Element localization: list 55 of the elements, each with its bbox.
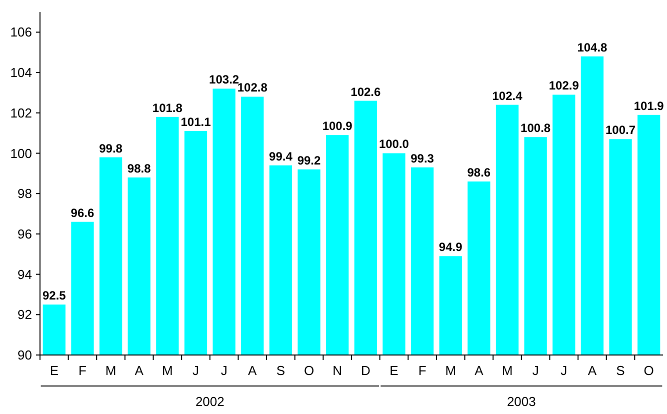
data-label: 99.3 xyxy=(410,151,434,166)
data-label: 102.8 xyxy=(237,80,268,95)
y-tick-label: 100 xyxy=(10,146,32,161)
x-tick-label: M xyxy=(162,363,173,378)
x-tick-label: E xyxy=(390,363,399,378)
x-tick-label: J xyxy=(220,363,228,378)
x-tick-label: S xyxy=(276,363,286,378)
y-tick-label: 90 xyxy=(18,348,32,363)
x-tick-label: J xyxy=(560,363,568,378)
data-label: 96.6 xyxy=(70,206,94,220)
data-label: 100.0 xyxy=(378,137,410,152)
data-label: 92.5 xyxy=(42,288,66,303)
data-label: 101.1 xyxy=(180,115,212,130)
data-label: 98.6 xyxy=(467,165,491,180)
x-tick-label: O xyxy=(644,363,654,378)
x-tick-label: A xyxy=(588,363,597,378)
x-tick-label: N xyxy=(332,363,342,378)
data-label: 94.9 xyxy=(438,240,463,254)
x-tick-label: J xyxy=(192,363,199,378)
x-tick-label: F xyxy=(78,363,86,378)
data-label: 98.8 xyxy=(127,161,152,176)
y-tick-label: 92 xyxy=(18,307,32,322)
x-tick-label: M xyxy=(445,363,456,378)
text: 2003 xyxy=(506,394,536,409)
x-tick-label: M xyxy=(502,363,513,378)
x-tick-label: M xyxy=(105,363,116,378)
y-tick-label: 96 xyxy=(18,226,32,242)
data-label: 102.6 xyxy=(350,84,381,99)
x-tick-label: E xyxy=(50,363,59,378)
data-label: 100.7 xyxy=(606,123,636,138)
x-tick-label: A xyxy=(248,363,258,378)
x-tick-label: O xyxy=(304,363,314,378)
data-label: 102.9 xyxy=(548,78,580,93)
data-label: 101.8 xyxy=(152,100,183,115)
x-tick-label: J xyxy=(532,363,539,378)
y-tick-label: 94 xyxy=(18,266,32,282)
data-label: 100.9 xyxy=(322,119,353,134)
text: 2002 xyxy=(195,394,224,409)
data-label: 100.8 xyxy=(520,121,551,136)
x-tick-label: D xyxy=(360,363,370,378)
y-tick-label: 98 xyxy=(18,186,32,202)
data-label: 101.9 xyxy=(634,98,664,113)
y-tick-label: 106 xyxy=(10,24,32,40)
x-tick-label: S xyxy=(616,363,626,378)
x-tick-label: A xyxy=(134,363,144,378)
data-label: 104.8 xyxy=(577,40,608,54)
data-label: 99.4 xyxy=(269,149,293,164)
x-tick-label: A xyxy=(474,363,484,378)
data-label: 99.2 xyxy=(297,153,322,168)
x-tick-label: F xyxy=(418,363,426,378)
data-label: 102.4 xyxy=(492,88,523,103)
data-label: 103.2 xyxy=(209,72,240,87)
y-tick-label: 104 xyxy=(10,65,32,80)
y-tick-label: 102 xyxy=(10,105,32,120)
data-label: 99.8 xyxy=(99,141,123,156)
